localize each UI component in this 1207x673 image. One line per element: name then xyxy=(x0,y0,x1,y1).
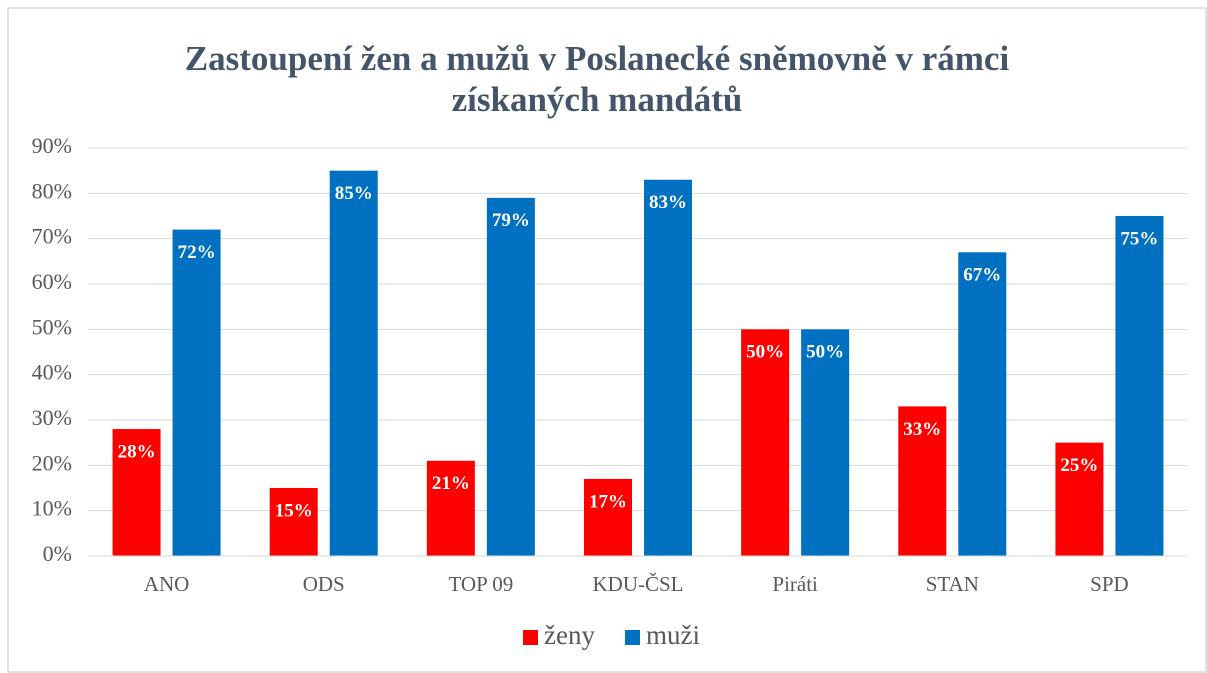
data-label: 79% xyxy=(492,210,530,231)
x-tick-label: Piráti xyxy=(772,572,818,596)
data-label: 83% xyxy=(649,192,687,213)
bar xyxy=(112,429,161,556)
data-label: 28% xyxy=(118,441,156,462)
y-tick-label: 80% xyxy=(32,178,72,203)
bar xyxy=(741,329,790,556)
x-tick-label: SPD xyxy=(1090,572,1129,596)
legend-label: muži xyxy=(646,620,700,650)
data-label: 17% xyxy=(589,491,627,512)
y-tick-label: 50% xyxy=(32,314,72,339)
data-label: 50% xyxy=(806,342,844,363)
y-tick-label: 90% xyxy=(32,133,72,158)
data-label: 67% xyxy=(963,265,1001,286)
bar xyxy=(958,252,1007,556)
data-label: 85% xyxy=(335,183,373,204)
bar xyxy=(644,179,692,556)
x-tick-label: ANO xyxy=(144,572,190,596)
bar xyxy=(329,170,378,556)
y-tick-label: 40% xyxy=(32,360,72,385)
bar xyxy=(801,329,850,556)
x-tick-label: TOP 09 xyxy=(448,572,513,596)
bar xyxy=(486,197,535,556)
chart-title: Zastoupení žen a mužů v Poslanecké sněmo… xyxy=(184,39,1010,119)
bar xyxy=(584,478,632,556)
x-tick-label: ODS xyxy=(303,572,345,596)
x-tick-label: STAN xyxy=(926,572,979,596)
y-tick-label: 0% xyxy=(43,541,72,566)
legend-swatch xyxy=(523,630,538,645)
bar xyxy=(1115,216,1164,556)
x-tick-label: KDU-ČSL xyxy=(592,572,683,596)
data-label: 25% xyxy=(1060,455,1098,476)
data-label: 15% xyxy=(275,500,313,521)
chart-border xyxy=(7,7,1207,673)
y-tick-label: 30% xyxy=(32,405,72,430)
data-label: 50% xyxy=(746,342,784,363)
bar xyxy=(426,460,475,556)
legend-label: ženy xyxy=(544,620,595,650)
data-label: 72% xyxy=(178,242,216,263)
bar xyxy=(898,406,947,556)
y-tick-label: 20% xyxy=(32,450,72,475)
y-tick-label: 10% xyxy=(32,496,72,521)
data-label: 21% xyxy=(432,473,470,494)
y-tick-label: 60% xyxy=(32,269,72,294)
bar xyxy=(172,229,221,556)
data-label: 33% xyxy=(903,419,941,440)
bar xyxy=(269,488,318,556)
y-tick-label: 70% xyxy=(32,224,72,249)
bar xyxy=(1055,442,1104,556)
data-label: 75% xyxy=(1120,228,1158,249)
legend-swatch xyxy=(625,630,640,645)
